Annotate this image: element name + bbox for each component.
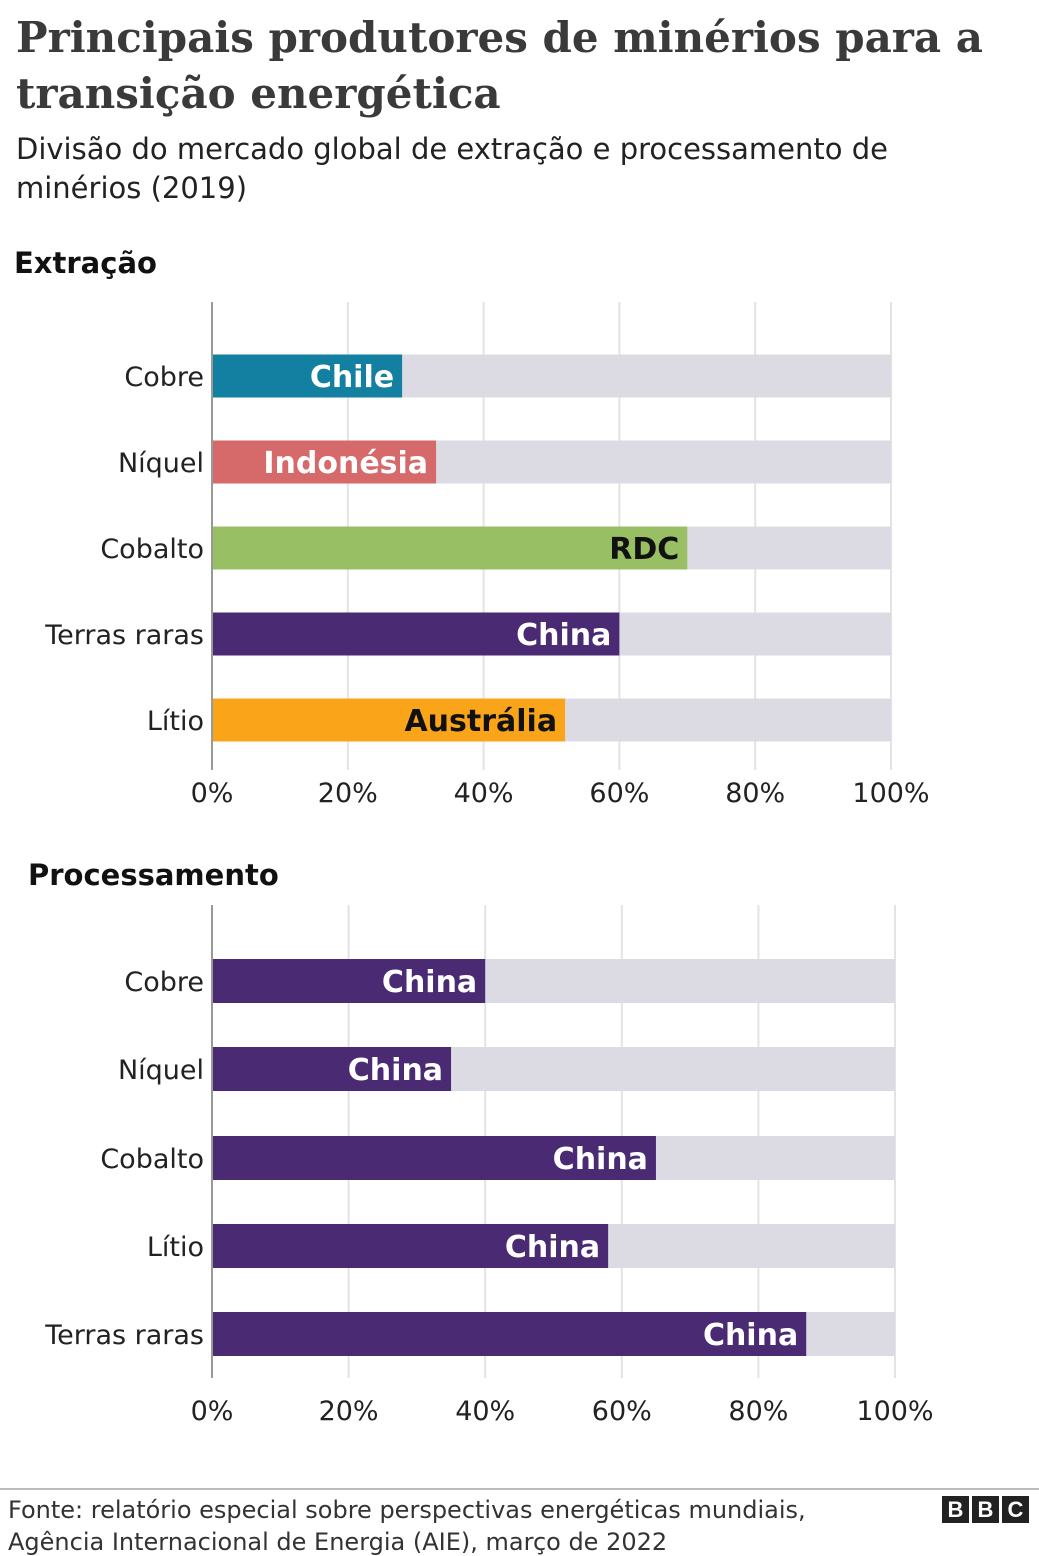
bar-data-label: Chile [310,360,394,395]
source-note: Fonte: relatório especial sobre perspect… [8,1496,806,1556]
bar [213,354,403,398]
bar-data-label: China [348,1053,443,1088]
y-category-label: Cobre [124,967,204,998]
y-category-label: Cobre [124,362,204,393]
x-tick-label: 0% [191,1396,234,1427]
y-category-label: Níquel [118,448,204,479]
y-category-label: Cobalto [100,1144,204,1175]
x-tick-label: 80% [728,1396,788,1427]
y-category-label: Lítio [147,1232,204,1263]
bar [213,612,620,656]
y-category-label: Terras raras [44,620,204,651]
bar [213,1224,609,1268]
bar [213,526,688,570]
y-category-label: Cobalto [100,534,204,565]
chart-title: Principais produtores de minérios para a… [16,13,983,118]
bar-data-label: China [505,1230,600,1265]
bar-data-label: China [516,618,611,653]
bar-data-label: RDC [609,532,679,567]
x-tick-label: 100% [856,1396,933,1427]
chart-subtitle: Divisão do mercado global de extração e … [16,132,888,205]
bar-data-label: Austrália [404,704,557,739]
bar-data-label: China [703,1318,798,1353]
bar [213,1136,656,1180]
y-category-label: Níquel [118,1055,204,1086]
x-tick-label: 100% [852,778,929,809]
footer-divider [0,1488,1039,1490]
y-category-label: Lítio [147,706,204,737]
x-tick-label: 60% [589,778,649,809]
bar-data-label: China [382,965,477,1000]
x-tick-label: 40% [455,1396,515,1427]
x-tick-label: 20% [318,778,378,809]
x-tick-label: 80% [725,778,785,809]
section-title-extraction: Extração [14,246,157,280]
y-category-label: Terras raras [44,1320,204,1351]
bar-data-label: China [553,1142,648,1177]
x-tick-label: 0% [191,778,234,809]
bar-data-label: Indonésia [263,446,428,481]
bar [213,1312,807,1356]
section-title-processing: Processamento [28,858,279,892]
bar [213,440,437,484]
x-tick-label: 40% [454,778,514,809]
bar [213,959,486,1003]
x-tick-label: 20% [319,1396,379,1427]
bar [213,698,566,742]
x-tick-label: 60% [592,1396,652,1427]
bar [213,1047,452,1091]
